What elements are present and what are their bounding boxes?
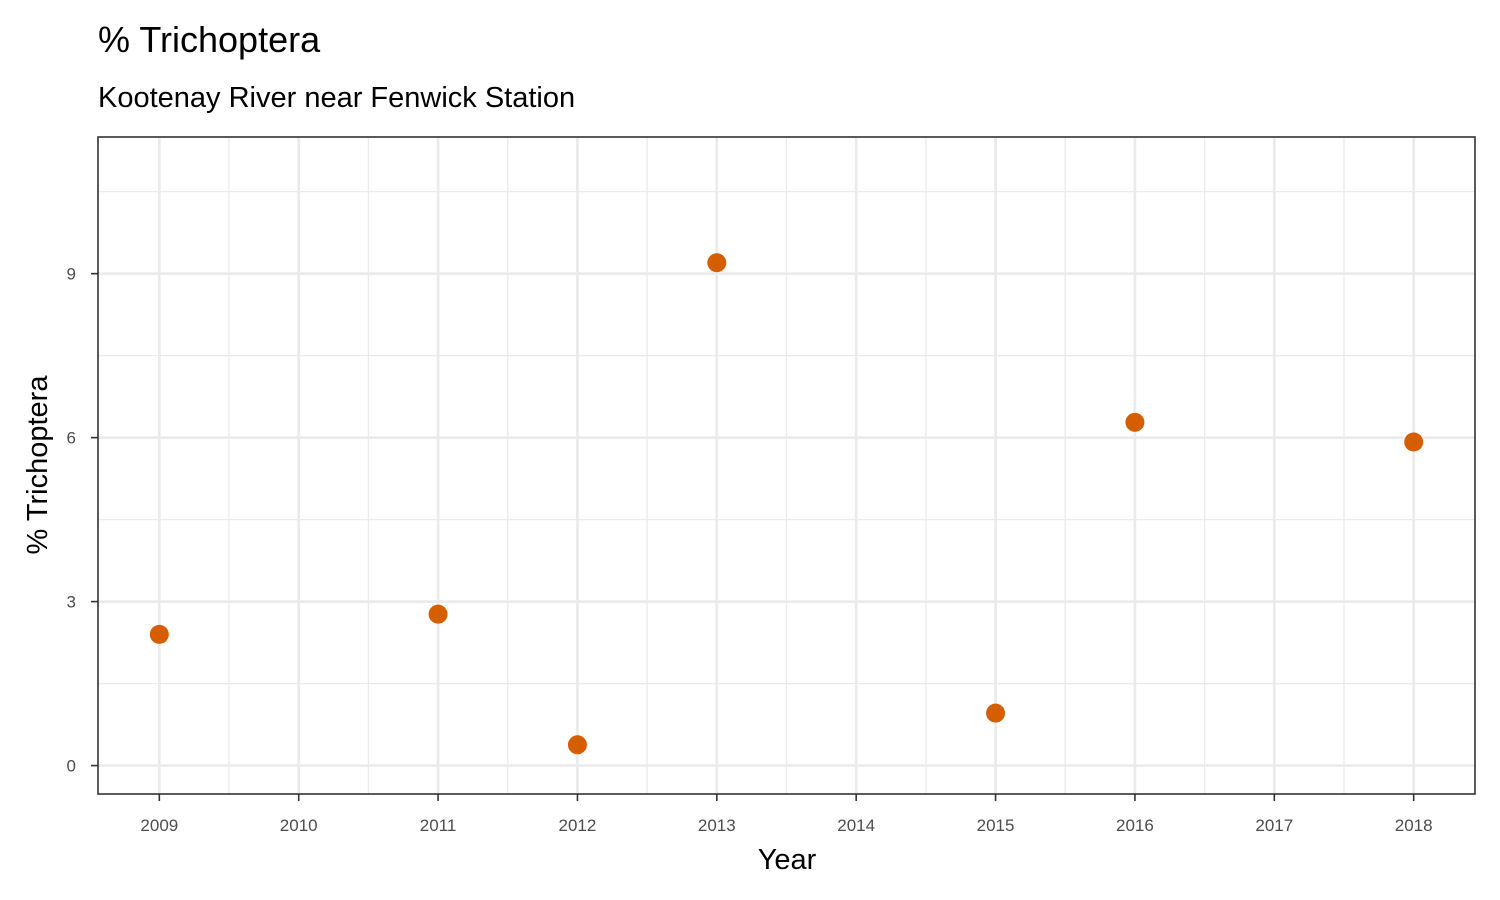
x-tick-label: 2014 [837,816,875,835]
y-tick-label: 9 [67,265,76,284]
x-tick-label: 2018 [1395,816,1433,835]
x-tick-label: 2016 [1116,816,1154,835]
y-tick-label: 6 [67,429,76,448]
data-point [1404,432,1424,452]
axis-ticks: 2009 2010 2011 2012 2013 2014 2015 2016 2017 2018… [67,265,1433,835]
x-axis-label: Year [758,844,817,876]
x-tick-label: 2011 [420,816,457,835]
x-tick-label: 2012 [559,816,597,835]
chart-title: % Trichoptera [98,19,321,60]
plot-panel-border [97,136,1476,795]
data-point [986,703,1006,723]
data-point [428,604,448,624]
x-tick-label: 2013 [698,816,736,835]
y-tick-label: 3 [67,593,76,612]
x-tick-label: 2010 [280,816,318,835]
data-point [707,253,727,273]
x-tick-label: 2015 [977,816,1015,835]
chart-subtitle: Kootenay River near Fenwick Station [98,82,575,114]
x-tick-label: 2017 [1255,816,1293,835]
data-point [567,735,587,755]
y-axis-label: % Trichoptera [22,375,54,555]
grid [98,137,1475,794]
y-tick-label: 0 [67,757,76,776]
data-point [149,624,169,644]
data-points [149,253,1424,755]
x-tick-label: 2009 [140,816,178,835]
data-point [1125,412,1145,432]
